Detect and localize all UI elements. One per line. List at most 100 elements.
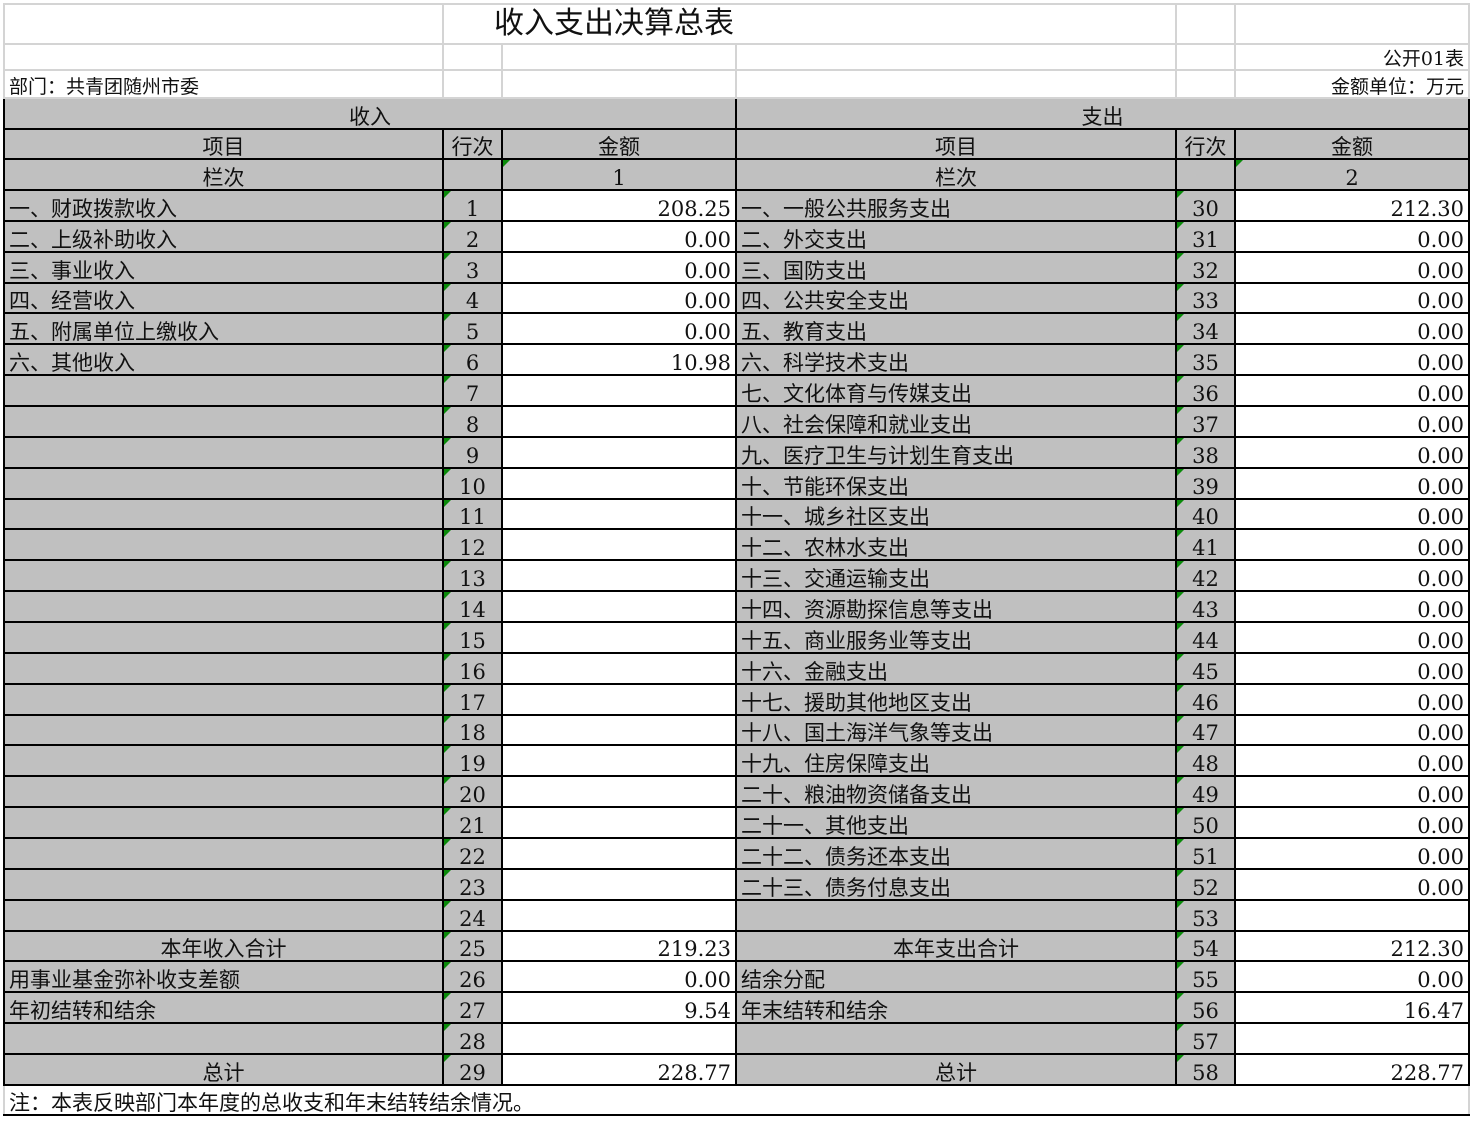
- expense-line[interactable]: 39: [1175, 466, 1236, 500]
- expense-amount[interactable]: 212.30: [1234, 929, 1470, 963]
- expense-line[interactable]: 52: [1175, 867, 1236, 901]
- expense-amount[interactable]: 0.00: [1234, 837, 1470, 870]
- expense-line[interactable]: 48: [1175, 744, 1236, 778]
- cell[interactable]: [1175, 43, 1236, 71]
- income-item[interactable]: 用事业基金弥补收支差额: [3, 960, 444, 994]
- cell[interactable]: [1234, 3, 1470, 45]
- income-line[interactable]: 24: [442, 898, 503, 932]
- cell[interactable]: [735, 69, 1177, 99]
- income-amount[interactable]: [501, 775, 737, 809]
- income-line[interactable]: 18: [442, 713, 503, 747]
- income-line[interactable]: 1: [442, 189, 503, 222]
- income-amount[interactable]: 0.00: [501, 250, 737, 284]
- expense-item[interactable]: 十七、援助其他地区支出: [735, 682, 1177, 716]
- expense-amount[interactable]: 0.00: [1234, 559, 1470, 593]
- income-amount-header[interactable]: 金额: [501, 128, 737, 160]
- income-amount[interactable]: 0.00: [501, 281, 737, 315]
- expense-amount[interactable]: 16.47: [1234, 991, 1470, 1025]
- expense-amount[interactable]: 0.00: [1234, 528, 1470, 562]
- income-amount[interactable]: 219.23: [501, 929, 737, 963]
- income-amount[interactable]: [501, 528, 737, 562]
- income-item[interactable]: [3, 898, 444, 932]
- expense-item[interactable]: 十九、住房保障支出: [735, 744, 1177, 778]
- income-amount[interactable]: 208.25: [501, 189, 737, 222]
- expense-amount[interactable]: 0.00: [1234, 374, 1470, 408]
- expense-amount[interactable]: 0.00: [1234, 312, 1470, 346]
- cell[interactable]: [1175, 3, 1236, 45]
- expense-amount[interactable]: 0.00: [1234, 343, 1470, 377]
- income-line[interactable]: 29: [442, 1053, 503, 1086]
- income-item[interactable]: [3, 837, 444, 870]
- expense-line[interactable]: 51: [1175, 837, 1236, 870]
- cell[interactable]: [442, 69, 503, 99]
- income-line[interactable]: 8: [442, 405, 503, 438]
- expense-line[interactable]: 54: [1175, 929, 1236, 963]
- expense-item[interactable]: 十六、金融支出: [735, 651, 1177, 685]
- expense-amount[interactable]: 0.00: [1234, 466, 1470, 500]
- income-amount[interactable]: [501, 713, 737, 747]
- income-amount[interactable]: [501, 651, 737, 685]
- cell[interactable]: [501, 43, 737, 71]
- expense-line[interactable]: 44: [1175, 621, 1236, 654]
- income-item[interactable]: 四、经营收入: [3, 281, 444, 315]
- sheet-title[interactable]: 收入支出决算总表: [442, 3, 1177, 45]
- income-item[interactable]: [3, 621, 444, 654]
- expense-header[interactable]: 支出: [735, 97, 1470, 130]
- income-line[interactable]: 15: [442, 621, 503, 654]
- income-line[interactable]: 17: [442, 682, 503, 716]
- cell[interactable]: [442, 43, 503, 71]
- income-line[interactable]: 3: [442, 250, 503, 284]
- income-item[interactable]: [3, 497, 444, 531]
- income-item[interactable]: [3, 775, 444, 809]
- income-amount[interactable]: [501, 590, 737, 624]
- income-line[interactable]: 21: [442, 806, 503, 840]
- income-line[interactable]: 26: [442, 960, 503, 994]
- expense-amount[interactable]: 0.00: [1234, 281, 1470, 315]
- income-line[interactable]: 7: [442, 374, 503, 408]
- cell[interactable]: [442, 158, 503, 191]
- expense-item[interactable]: 九、医疗卫生与计划生育支出: [735, 435, 1177, 469]
- expense-amount[interactable]: 0.00: [1234, 867, 1470, 901]
- expense-line[interactable]: 30: [1175, 189, 1236, 222]
- expense-line[interactable]: 34: [1175, 312, 1236, 346]
- income-amount[interactable]: [501, 867, 737, 901]
- expense-item[interactable]: 总计: [735, 1053, 1177, 1086]
- expense-item[interactable]: 三、国防支出: [735, 250, 1177, 284]
- expense-line[interactable]: 53: [1175, 898, 1236, 932]
- expense-amount[interactable]: 0.00: [1234, 590, 1470, 624]
- expense-line[interactable]: 49: [1175, 775, 1236, 809]
- income-item[interactable]: [3, 744, 444, 778]
- department-label[interactable]: 部门：共青团随州市委: [3, 69, 444, 99]
- expense-item[interactable]: 六、科学技术支出: [735, 343, 1177, 377]
- expense-amount[interactable]: 0.00: [1234, 405, 1470, 438]
- expense-amount[interactable]: 0.00: [1234, 651, 1470, 685]
- expense-item[interactable]: 二、外交支出: [735, 219, 1177, 253]
- cell[interactable]: [3, 3, 444, 45]
- expense-amount[interactable]: 0.00: [1234, 219, 1470, 253]
- expense-line[interactable]: 35: [1175, 343, 1236, 377]
- expense-amount[interactable]: 0.00: [1234, 713, 1470, 747]
- expense-item[interactable]: 四、公共安全支出: [735, 281, 1177, 315]
- expense-line[interactable]: 58: [1175, 1053, 1236, 1086]
- income-line[interactable]: 12: [442, 528, 503, 562]
- income-amount[interactable]: [501, 1022, 737, 1056]
- expense-line[interactable]: 38: [1175, 435, 1236, 469]
- income-amount[interactable]: [501, 374, 737, 408]
- income-column-index[interactable]: 1: [501, 158, 737, 191]
- income-item[interactable]: [3, 867, 444, 901]
- cell[interactable]: [735, 43, 1177, 71]
- expense-line[interactable]: 31: [1175, 219, 1236, 253]
- income-item[interactable]: 六、其他收入: [3, 343, 444, 377]
- expense-line[interactable]: 46: [1175, 682, 1236, 716]
- cell[interactable]: [3, 43, 444, 71]
- expense-item[interactable]: 七、文化体育与传媒支出: [735, 374, 1177, 408]
- income-amount[interactable]: [501, 405, 737, 438]
- expense-line[interactable]: 55: [1175, 960, 1236, 994]
- expense-amount[interactable]: 0.00: [1234, 250, 1470, 284]
- expense-amount[interactable]: 228.77: [1234, 1053, 1470, 1086]
- income-line[interactable]: 11: [442, 497, 503, 531]
- expense-line[interactable]: 41: [1175, 528, 1236, 562]
- expense-item[interactable]: 十四、资源勘探信息等支出: [735, 590, 1177, 624]
- expense-amount[interactable]: [1234, 1022, 1470, 1056]
- income-item[interactable]: [3, 1022, 444, 1056]
